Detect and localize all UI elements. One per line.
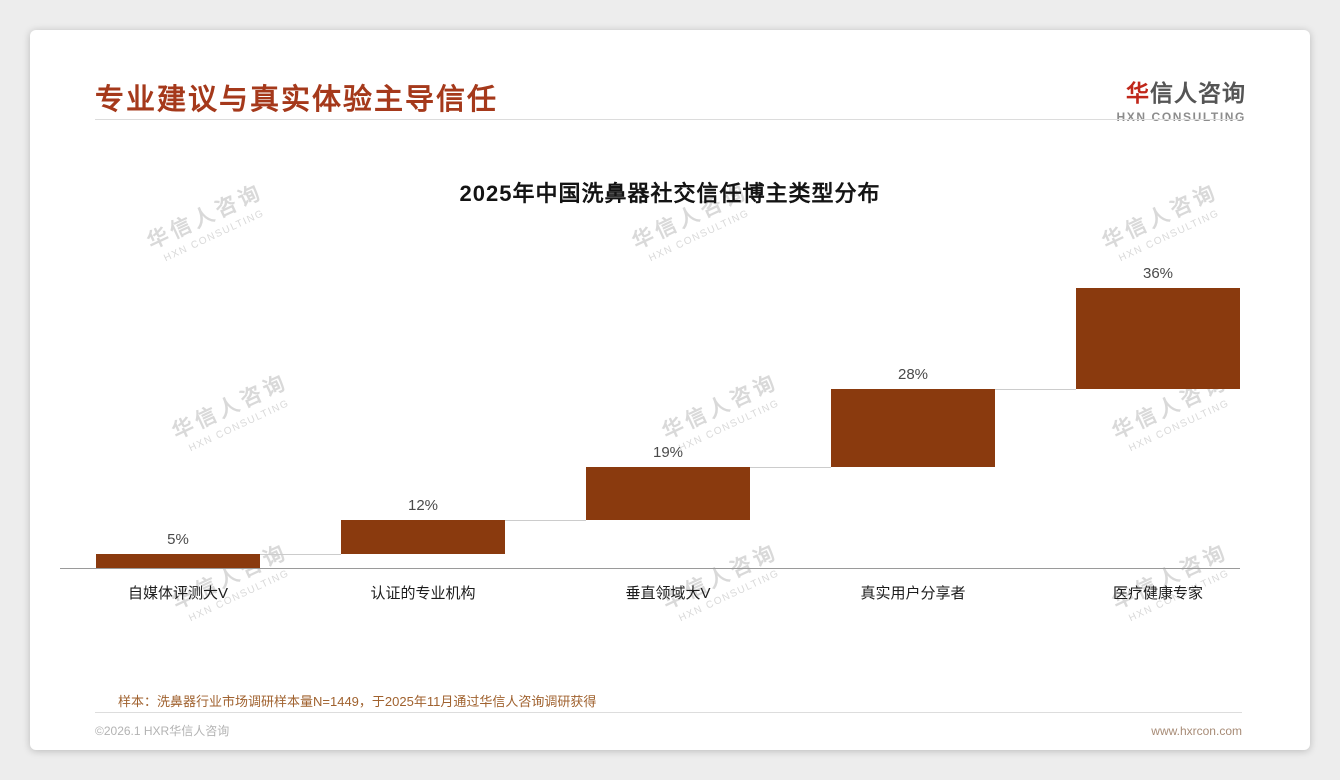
x-axis-line (60, 568, 1240, 569)
website-text: www.hxrcon.com (1151, 723, 1242, 738)
chart-bar (96, 554, 260, 568)
connector-line (750, 467, 831, 469)
waterfall-chart: 5% 自媒体评测大V 12% 认证的专业机构 19% 垂直领域大V 28% 真实用户分享者 36… (30, 30, 1310, 750)
report-card: 华信人咨询 HXN CONSULTING 华信人咨询 HXN CONSULTING 华信… (30, 30, 1310, 750)
chart-bar (586, 467, 750, 521)
bar-value-label: 19% (652, 444, 684, 462)
company-logo: 华信人咨询 HXN CONSULTING (1116, 74, 1246, 124)
category-label: 认证的专业机构 (370, 585, 476, 602)
copyright-text: ©2026.1 HXR华信人咨询 (95, 724, 230, 738)
bar-value-label: 5% (167, 531, 189, 548)
category-label: 垂直领域大V (625, 585, 711, 602)
chart-bar (831, 388, 995, 468)
logo-name-text: 信人咨询 (1150, 80, 1246, 106)
sample-note: 样本：洗鼻器行业市场调研样本量N=1449，于2025年11月通过华信人咨询调研… (118, 694, 597, 709)
bar-value-label: 28% (897, 365, 929, 383)
bar-value-label: 36% (1142, 265, 1174, 282)
category-label: 自媒体评测大V (127, 585, 228, 602)
chart-bar (1076, 288, 1240, 389)
title-divider (95, 119, 1242, 120)
logo-name: 华信人咨询 (1116, 74, 1246, 108)
connector-line (260, 554, 341, 555)
connector-line (995, 388, 1076, 390)
logo-subtitle: HXN CONSULTING (1116, 110, 1246, 124)
category-label: 真实用户分享者 (860, 585, 966, 602)
connector-line (505, 520, 586, 522)
chart-bar (341, 520, 505, 554)
category-label: 医疗健康专家 (1112, 585, 1203, 602)
logo-accent-icon: 华 (1126, 80, 1150, 106)
chart-title: 2025年中国洗鼻器社交信任博主类型分布 (459, 181, 881, 206)
bar-value-label: 12% (407, 497, 439, 515)
page-footer: ©2026.1 HXR华信人咨询 www.hxrcon.com (95, 712, 1242, 739)
page-title: 专业建议与真实体验主导信任 (95, 84, 499, 116)
